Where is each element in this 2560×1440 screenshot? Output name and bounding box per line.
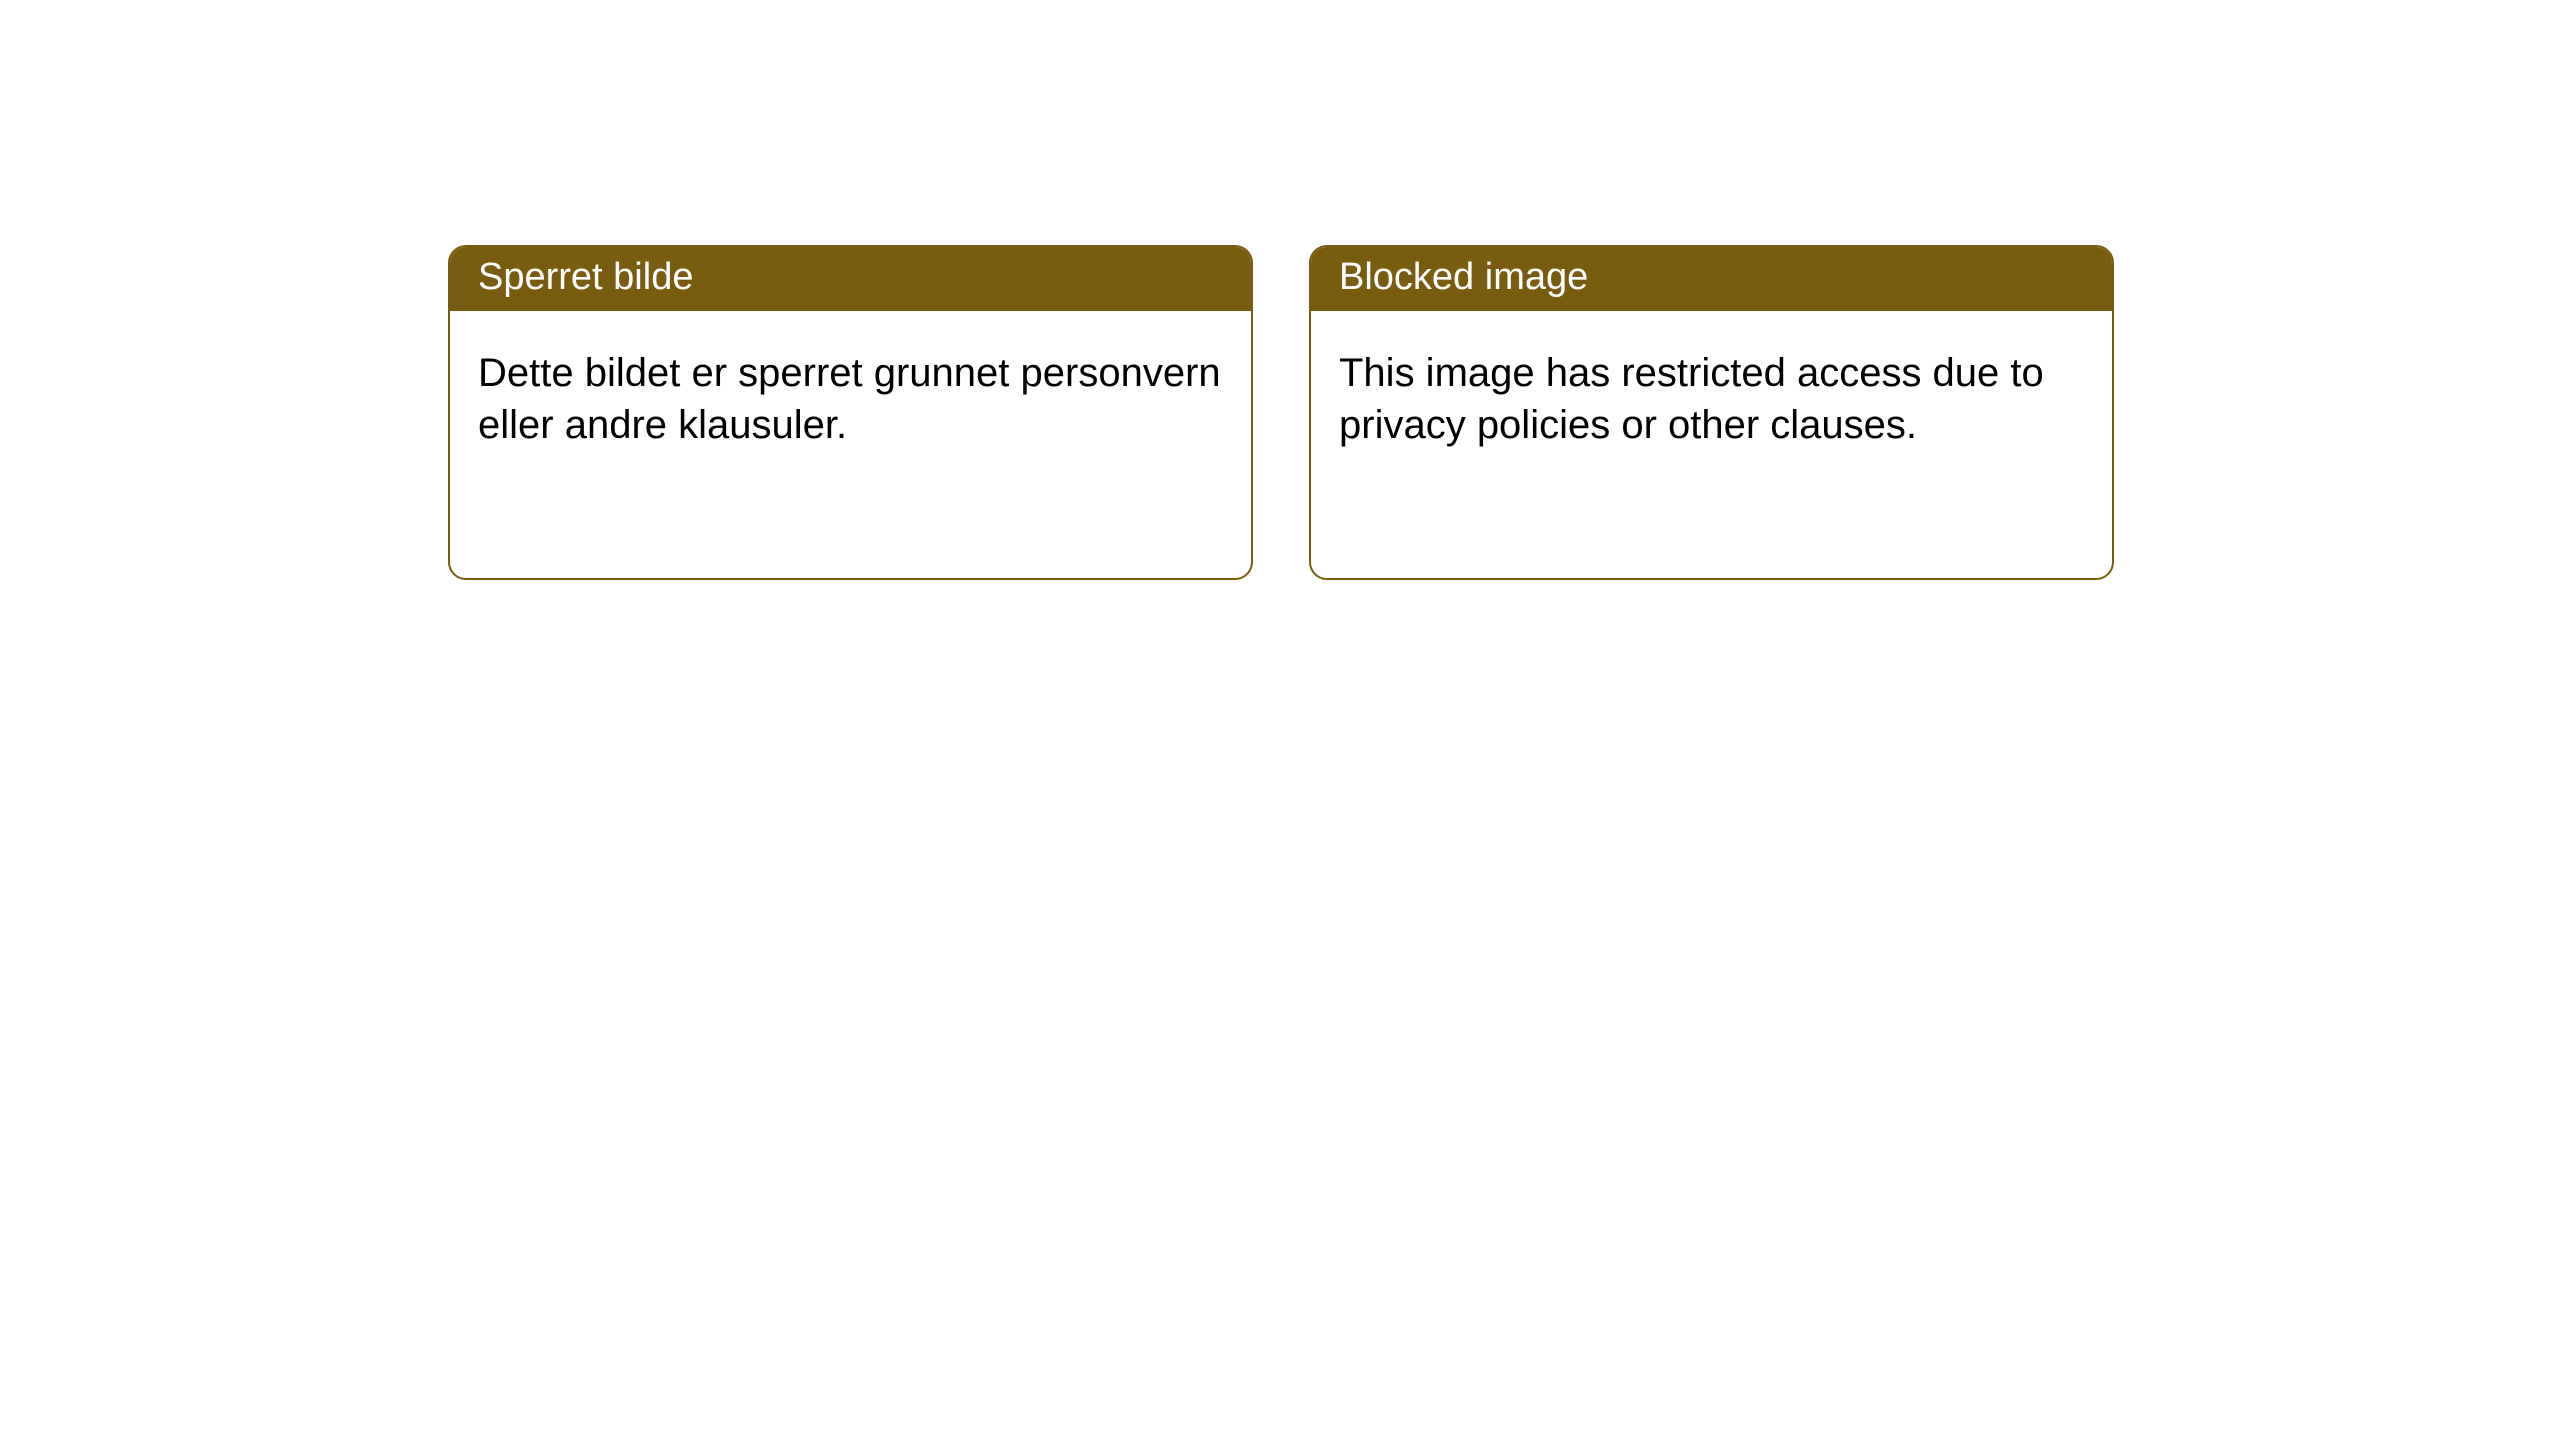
notice-card-norwegian: Sperret bilde Dette bildet er sperret gr… [448, 245, 1253, 580]
notice-body-english: This image has restricted access due to … [1311, 311, 2112, 489]
notice-card-english: Blocked image This image has restricted … [1309, 245, 2114, 580]
notice-title-norwegian: Sperret bilde [450, 247, 1251, 311]
notice-title-english: Blocked image [1311, 247, 2112, 311]
notice-container: Sperret bilde Dette bildet er sperret gr… [0, 0, 2560, 580]
notice-body-norwegian: Dette bildet er sperret grunnet personve… [450, 311, 1251, 489]
